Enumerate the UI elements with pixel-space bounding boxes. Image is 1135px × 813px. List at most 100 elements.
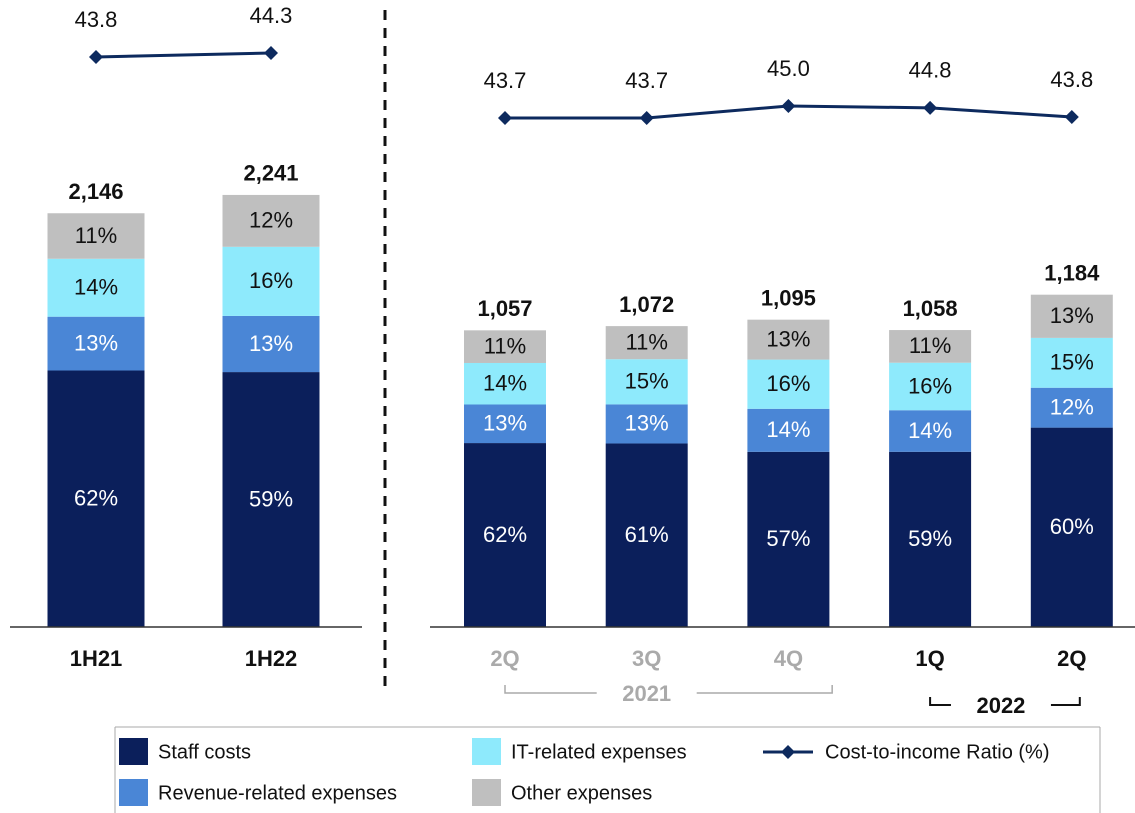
total-label: 1,058 [903, 296, 958, 321]
segment-label: 11% [625, 329, 667, 354]
total-label: 1,184 [1044, 261, 1100, 286]
legend-label: IT-related expenses [511, 741, 687, 763]
legend-label: Cost-to-income Ratio (%) [825, 741, 1050, 763]
segment-label: 12% [249, 208, 293, 233]
segment-label: 16% [249, 268, 293, 293]
segment-label: 13% [766, 326, 810, 351]
segment-label: 13% [625, 411, 669, 436]
group-bracket [504, 685, 597, 694]
total-label: 1,072 [619, 292, 674, 317]
ratio-label: 43.8 [75, 7, 118, 32]
bar-segment [47, 213, 145, 259]
x-tick-label: 3Q [632, 646, 661, 671]
segment-label: 13% [1050, 303, 1094, 328]
legend-swatch [119, 738, 148, 765]
bar-segment [47, 316, 145, 371]
bar-segment [747, 319, 830, 360]
ratio-marker [89, 50, 103, 64]
legend-swatch [472, 779, 501, 806]
segment-label: 57% [766, 526, 810, 551]
ratio-label: 44.8 [909, 58, 952, 83]
legend-marker [781, 745, 795, 759]
legend-swatch [472, 738, 501, 765]
total-label: 1,057 [477, 296, 532, 321]
segment-label: 11% [909, 333, 951, 358]
segment-label: 11% [484, 333, 526, 358]
group-label: 2021 [622, 681, 671, 706]
bar-segment [605, 443, 688, 627]
bar-segment [889, 451, 972, 627]
ratio-label: 43.7 [484, 68, 527, 93]
bar-segment [747, 451, 830, 627]
x-tick-label: 4Q [774, 646, 803, 671]
bar-segment [47, 370, 145, 627]
bar-segment [464, 443, 546, 627]
x-tick-label: 1H21 [70, 646, 123, 671]
group-bracket [696, 685, 833, 694]
segment-label: 62% [483, 522, 527, 547]
ratio-label: 43.8 [1050, 67, 1093, 92]
bar-segment [222, 194, 320, 247]
segment-label: 12% [1050, 394, 1094, 419]
bar-segment [605, 404, 688, 444]
segment-label: 60% [1050, 514, 1094, 539]
group-bracket [1050, 697, 1081, 706]
segment-label: 13% [483, 411, 527, 436]
group-bracket [929, 697, 951, 706]
x-tick-label: 1Q [915, 646, 944, 671]
bar-segment [47, 258, 145, 317]
bar-segment [1030, 337, 1113, 388]
bar-segment [464, 330, 546, 363]
bar-segment [1030, 427, 1113, 627]
segment-label: 15% [625, 369, 669, 394]
segment-label: 13% [74, 330, 118, 355]
x-tick-label: 1H22 [245, 646, 298, 671]
segment-label: 16% [908, 373, 952, 398]
ratio-label: 45.0 [767, 56, 810, 81]
ratio-line [95, 51, 272, 59]
segment-label: 59% [249, 486, 293, 511]
ratio-marker [923, 100, 938, 115]
segment-label: 16% [766, 371, 810, 396]
segment-label: 14% [74, 275, 118, 300]
bar-segment [1030, 294, 1113, 338]
bar-segment [889, 410, 972, 452]
bar-segment [889, 362, 972, 411]
bar-segment [605, 326, 688, 360]
segment-label: 14% [766, 417, 810, 442]
x-tick-label: 2Q [1057, 646, 1086, 671]
bar-segment [747, 408, 830, 452]
bar-segment [747, 359, 830, 409]
legend-label: Revenue-related expenses [158, 782, 397, 804]
bar-segment [1030, 387, 1113, 428]
legend-label: Other expenses [511, 782, 652, 804]
bar-segment [222, 372, 320, 627]
segment-label: 13% [249, 331, 293, 356]
ratio-marker [264, 46, 278, 60]
segment-label: 59% [908, 526, 952, 551]
bar-segment [464, 362, 546, 405]
ratio-marker [781, 99, 796, 113]
total-label: 2,241 [243, 161, 298, 186]
bar-segment [464, 404, 546, 444]
bar-segment [605, 359, 688, 405]
group-label: 2022 [976, 693, 1025, 718]
segment-label: 14% [483, 371, 527, 396]
total-label: 2,146 [68, 179, 123, 204]
ratio-label: 43.7 [625, 68, 668, 93]
ratio-label: 44.3 [250, 3, 293, 28]
bar-segment [889, 330, 972, 363]
segment-label: 15% [1050, 350, 1094, 375]
segment-label: 62% [74, 486, 118, 511]
x-tick-label: 2Q [490, 646, 519, 671]
bar-segment [222, 315, 320, 373]
total-label: 1,095 [761, 285, 816, 310]
ratio-marker [498, 110, 512, 125]
segment-label: 11% [75, 223, 117, 248]
ratio-marker [1064, 110, 1079, 125]
legend-swatch [119, 779, 148, 806]
segment-label: 61% [625, 522, 669, 547]
bar-segment [222, 246, 320, 316]
